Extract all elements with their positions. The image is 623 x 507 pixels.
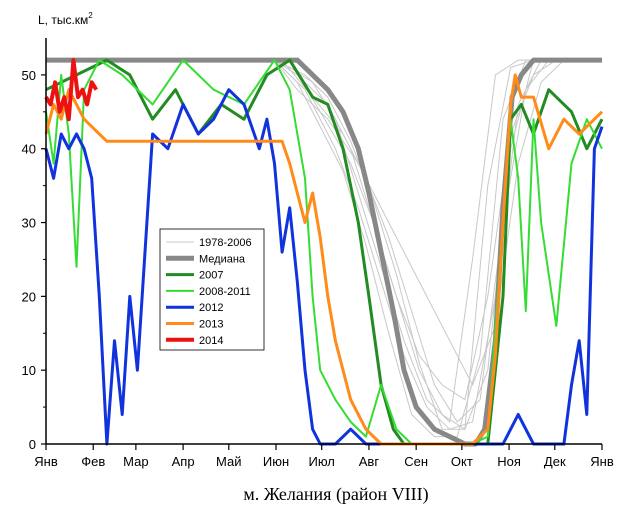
y-tick-label-50: 50: [22, 68, 36, 83]
x-tick-label-5: Июн: [263, 454, 289, 469]
legend-label-медиана: Медиана: [199, 253, 246, 265]
series-line-2012: [44, 88, 604, 446]
y-axis-title: L, тыс.км2: [38, 11, 93, 27]
legend-label-2014: 2014: [199, 335, 223, 347]
y-tick-label-10: 10: [22, 363, 36, 378]
x-tick-label-1: Фев: [81, 454, 105, 469]
legend-label-2012: 2012: [199, 302, 223, 314]
legend-label-2008-2011: 2008-2011: [199, 286, 251, 298]
x-tick-label-11: Дек: [544, 454, 566, 469]
y-tick-label-40: 40: [22, 142, 36, 157]
x-tick-label-10: Ноя: [497, 454, 521, 469]
x-tick-label-3: Апр: [172, 454, 195, 469]
x-tick-label-9: Окт: [451, 454, 473, 469]
x-ticks: Янв Фев Мар Апр Май Июн Июл Авг Сен Окт Ноя Дек Янв: [34, 444, 614, 469]
legend: 1978-2006 Медиана 2007 2008-2011 2012 2013 201…: [159, 228, 265, 351]
legend-label-1978-2006: 1978-2006: [199, 237, 252, 249]
historical-line-6: [46, 59, 602, 401]
series-line-2013: [44, 73, 604, 446]
y-axis-title-sup: 2: [88, 11, 93, 20]
legend-label-2013: 2013: [199, 319, 223, 331]
x-tick-label-6: Июл: [309, 454, 335, 469]
x-tick-label-8: Сен: [404, 454, 428, 469]
series-lines: [44, 57, 604, 447]
legend-box: [159, 228, 265, 351]
chart-caption: м. Желания (район VIII): [243, 484, 428, 505]
legend-label-2007: 2007: [199, 270, 223, 282]
y-ticks: 0 10 20 30 40 50: [22, 68, 46, 452]
x-tick-label-4: Май: [216, 454, 241, 469]
x-tick-label-0: Янв: [34, 454, 58, 469]
y-tick-label-20: 20: [22, 289, 36, 304]
historical-line-7: [46, 59, 602, 430]
series-line-2008-2011: [45, 59, 603, 445]
x-tick-label-12: Янв: [590, 454, 614, 469]
historical-line-8: [46, 59, 602, 387]
historical-line-5: [46, 59, 602, 438]
x-tick-label-7: Авг: [359, 454, 380, 469]
series-line-2014: [44, 58, 98, 122]
historical-line-4: [46, 59, 602, 423]
y-tick-label-30: 30: [22, 216, 36, 231]
x-tick-label-2: Мар: [123, 454, 148, 469]
y-tick-label-0: 0: [29, 437, 36, 452]
historical-line-2: [46, 59, 602, 430]
series-line-2007: [45, 58, 604, 446]
